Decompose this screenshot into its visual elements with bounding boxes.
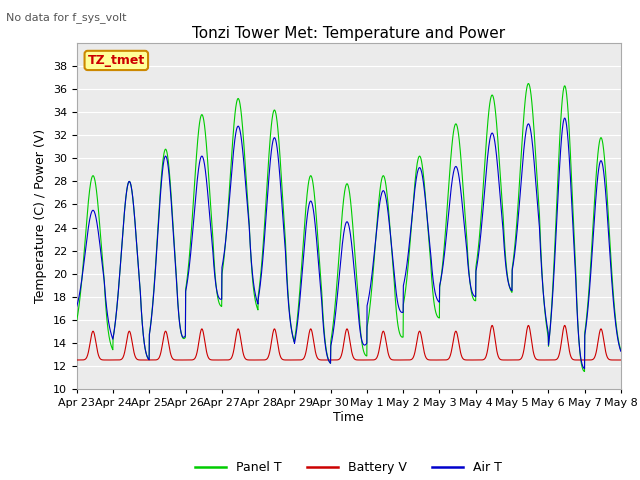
Text: TZ_tmet: TZ_tmet [88, 54, 145, 67]
Text: No data for f_sys_volt: No data for f_sys_volt [6, 12, 127, 23]
Title: Tonzi Tower Met: Temperature and Power: Tonzi Tower Met: Temperature and Power [192, 25, 506, 41]
X-axis label: Time: Time [333, 410, 364, 424]
Legend: Panel T, Battery V, Air T: Panel T, Battery V, Air T [190, 456, 508, 480]
Y-axis label: Temperature (C) / Power (V): Temperature (C) / Power (V) [35, 129, 47, 303]
